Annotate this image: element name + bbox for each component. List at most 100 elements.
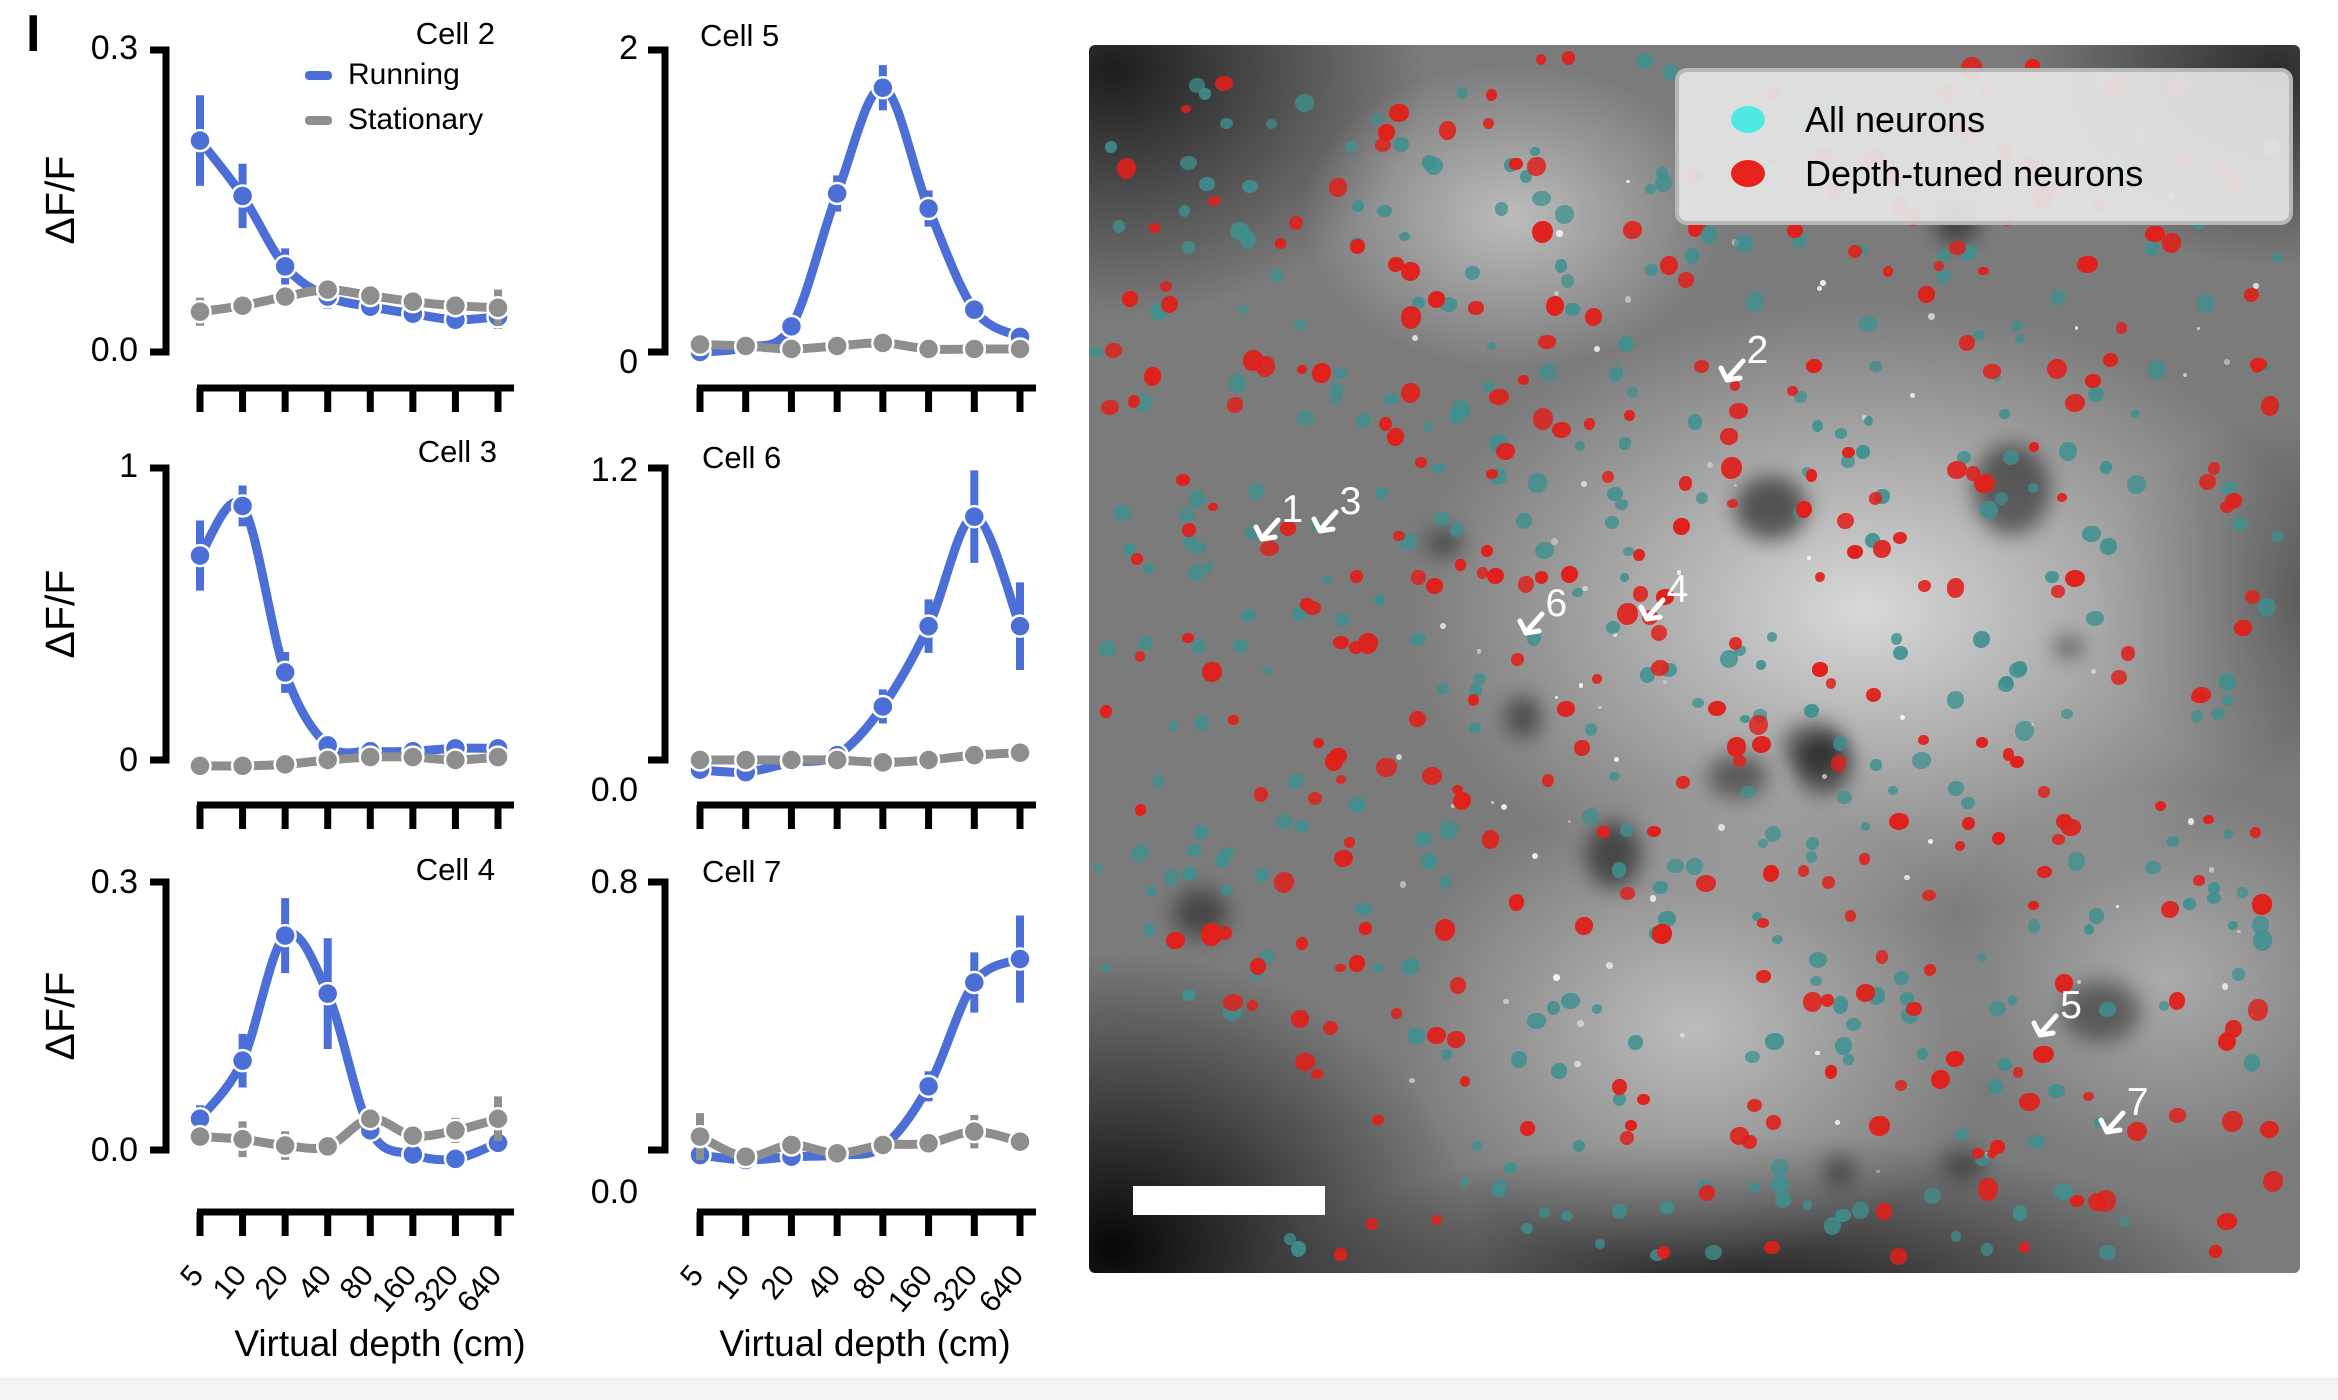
all-neuron-marker xyxy=(1179,507,1195,523)
all-neuron-marker xyxy=(2257,597,2277,617)
all-neuron-marker xyxy=(2086,611,2104,627)
ytick-cell3-top: 1 xyxy=(119,447,138,485)
down-left-arrow-icon xyxy=(1638,597,1666,622)
depth-tuned-marker xyxy=(1143,366,1162,386)
depth-tuned-marker xyxy=(1751,736,1771,754)
depth-tuned-marker xyxy=(1408,710,1426,728)
depth-tuned-marker xyxy=(1918,580,1932,593)
depth-tuned-marker xyxy=(1727,736,1746,757)
depth-tuned-marker xyxy=(1830,754,1847,772)
speckle xyxy=(1582,585,1588,592)
depth-tuned-marker xyxy=(1134,803,1147,816)
all-neuron-marker xyxy=(1503,1161,1518,1174)
all-neuron-marker xyxy=(1407,1027,1426,1045)
all-neuron-marker xyxy=(1344,140,1357,153)
depth-tuned-marker xyxy=(1787,385,1798,397)
depth-tuned-marker xyxy=(1099,704,1113,719)
annotation-3: 3 xyxy=(1310,480,1384,553)
all-neuron-marker xyxy=(1441,1049,1452,1061)
speckle xyxy=(2074,326,2079,330)
ytick-cell6-bottom: 0.0 xyxy=(590,771,638,809)
all-neuron-marker xyxy=(1215,854,1230,868)
all-neuron-marker xyxy=(1221,883,1233,896)
all-neuron-marker xyxy=(1752,911,1762,922)
all-neuron-marker xyxy=(2087,386,2104,403)
all-neuron-marker xyxy=(1946,691,1964,709)
depth-tuned-marker xyxy=(1430,1214,1442,1226)
depth-tuned-marker xyxy=(1659,255,1679,276)
depth-tuned-marker xyxy=(1182,522,1196,538)
all-neuron-marker xyxy=(1861,822,1871,831)
all-neuron-marker xyxy=(1893,970,1910,985)
all-neuron-marker xyxy=(1297,410,1314,426)
all-neuron-marker xyxy=(1113,220,1125,233)
depth-tuned-marker xyxy=(2207,462,2220,475)
depth-tuned-marker xyxy=(2102,352,2118,368)
depth-tuned-marker xyxy=(1657,1245,1671,1260)
depth-tuned-marker xyxy=(1623,409,1635,421)
depth-tuned-marker xyxy=(1545,296,1564,317)
depth-tuned-marker xyxy=(1824,1064,1838,1079)
depth-tuned-marker xyxy=(1387,256,1404,273)
all-neuron-marker xyxy=(1859,316,1877,332)
depth-tuned-marker xyxy=(1893,531,1907,545)
depth-tuned-marker xyxy=(2077,255,2098,274)
all-neuron-marker xyxy=(2048,1083,2065,1098)
speckle xyxy=(1556,230,1563,237)
all-neuron-marker xyxy=(1608,771,1620,782)
annotation-6: 6 xyxy=(1516,582,1590,655)
depth-tuned-marker xyxy=(1762,864,1779,882)
all-neuron-marker xyxy=(2089,908,2105,924)
depth-tuned-marker xyxy=(2199,474,2217,491)
plot-title-cell5: Cell 5 xyxy=(700,18,780,53)
all-neuron-marker xyxy=(1855,445,1870,459)
y-axis-label-row2: ΔF/F xyxy=(37,569,83,659)
all-neuron-marker xyxy=(2014,334,2024,345)
speckle xyxy=(1551,538,1558,546)
depth-tuned-marker xyxy=(2012,1067,2024,1078)
all-neuron-marker xyxy=(1422,421,1433,433)
legend-depth-tuned-row: Depth-tuned neurons xyxy=(1731,152,2289,194)
speckle xyxy=(1594,346,1601,353)
all-neuron-marker xyxy=(1667,858,1685,873)
all-neuron-marker xyxy=(1973,630,1990,648)
depth-tuned-marker xyxy=(1201,923,1222,946)
down-left-arrow-icon xyxy=(2098,1110,2126,1135)
two-photon-image: 1 2 3 4 5 6 7 All neurons Depth-tuned neurons xyxy=(1089,45,2300,1273)
all-neuron-marker xyxy=(2190,710,2203,724)
all-neuron-marker xyxy=(1734,234,1753,253)
depth-tuned-label: Depth-tuned neurons xyxy=(1805,152,2144,194)
depth-tuned-marker xyxy=(1182,632,1195,644)
all-neuron-marker xyxy=(1960,797,1975,810)
annotation-label: 5 xyxy=(2060,984,2082,1028)
all-neuron-marker xyxy=(1980,1242,1994,1256)
depth-tuned-marker xyxy=(1247,999,1259,1012)
depth-tuned-marker xyxy=(1961,816,1975,830)
all-neuron-marker xyxy=(1770,1159,1789,1178)
all-neuron-marker xyxy=(1182,535,1199,551)
all-neuron-marker xyxy=(2221,481,2237,495)
depth-tuned-marker xyxy=(1650,624,1668,641)
all-neuron-marker xyxy=(1238,305,1248,314)
all-neuron-marker xyxy=(1764,826,1781,843)
depth-tuned-marker xyxy=(1895,1079,1908,1092)
depth-tuned-marker xyxy=(1859,853,1870,865)
all-neuron-marker xyxy=(2221,695,2233,706)
all-neuron-marker xyxy=(1333,368,1347,380)
speckle xyxy=(1490,801,1494,805)
depth-tuned-marker xyxy=(1208,195,1221,207)
depth-tuned-marker xyxy=(2069,1195,2084,1208)
ytick-cell3-bottom: 0 xyxy=(119,741,138,779)
depth-tuned-marker xyxy=(1343,837,1355,849)
all-neuron-marker xyxy=(1890,633,1902,646)
all-neuron-marker xyxy=(1293,318,1307,331)
all-neuron-marker xyxy=(1936,269,1952,284)
all-neuron-marker xyxy=(1658,910,1676,928)
depth-tuned-marker xyxy=(1532,220,1553,244)
all-neuron-marker xyxy=(1626,386,1638,398)
speckle xyxy=(1662,679,1667,684)
all-neuron-marker xyxy=(1834,428,1848,439)
all-neuron-marker xyxy=(1193,824,1208,841)
all-neuron-marker xyxy=(1376,204,1392,218)
depth-tuned-marker xyxy=(1517,575,1534,594)
